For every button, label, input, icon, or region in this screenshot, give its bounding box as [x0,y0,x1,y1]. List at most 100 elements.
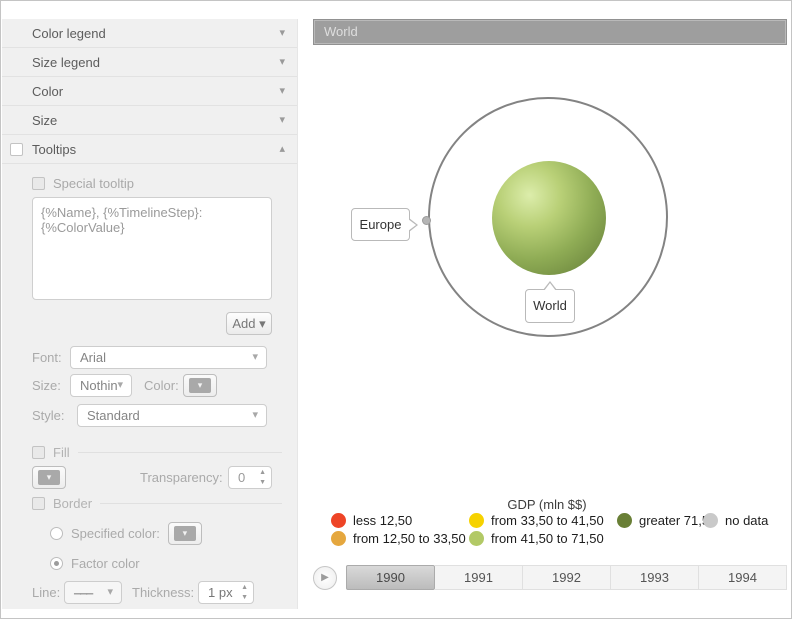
factor-color-row: Factor color [50,556,140,571]
specified-color-label: Specified color: [71,526,160,541]
accordion-tooltips[interactable]: Tooltips ▴ [2,135,297,164]
chevron-down-icon: ▾ [107,586,113,598]
timeline-year-1993[interactable]: 1993 [611,565,699,590]
accordion-size[interactable]: Size ▾ [2,106,297,135]
fill-color-picker-button[interactable]: ▾ [32,466,66,489]
accordion-size-legend[interactable]: Size legend ▾ [2,48,297,77]
legend-item: from 12,50 to 33,50 [331,530,466,546]
accordion-label: Color [32,84,64,99]
tooltip-template-input[interactable]: {%Name}, {%TimelineStep}: {%ColorValue} [32,197,272,300]
timeline-year-1990[interactable]: 1990 [346,565,435,590]
color-label: Color: [144,378,179,393]
world-bubble[interactable] [492,161,606,275]
tooltips-checkbox[interactable] [10,143,23,156]
thickness-label: Thickness: [132,585,195,600]
border-color-picker-button[interactable]: ▾ [167,522,202,545]
size-label: Size: [32,378,61,393]
line-style-select[interactable]: ─── ▾ [64,581,122,604]
special-tooltip-row: Special tooltip [32,176,134,191]
chevron-down-icon: ▾ [279,85,285,97]
border-label: Border [53,496,93,511]
legend-swatch-yellowgreen [469,530,484,546]
legend-swatch-yellow [469,512,484,528]
thickness-stepper[interactable]: 1 px ▲ ▼ [198,581,254,604]
stepper-arrows-icon[interactable]: ▲ ▼ [259,469,266,486]
accordion-color-legend[interactable]: Color legend ▾ [2,19,297,48]
chevron-down-icon: ▾ [252,351,258,363]
stepper-arrows-icon[interactable]: ▲ ▼ [241,584,248,601]
size-select[interactable]: Nothin ▾ [70,374,132,397]
transparency-label: Transparency: [140,470,223,485]
accordion-label: Size legend [32,55,100,70]
fill-section-header: Fill [32,445,282,460]
timeline-year-1991[interactable]: 1991 [435,565,523,590]
chevron-down-icon: ▾ [279,27,285,39]
style-label: Style: [32,408,65,423]
legend-item: from 41,50 to 71,50 [469,530,604,546]
accordion-color[interactable]: Color ▾ [2,77,297,106]
chevron-down-icon: ▾ [197,380,203,390]
legend-column: less 12,50 from 12,50 to 33,50 [331,512,466,546]
chevron-up-icon: ▴ [279,143,285,155]
chart-area: World Europe World GDP (mln $$) less 12,… [303,1,791,618]
font-label: Font: [32,350,62,365]
style-select[interactable]: Standard ▾ [77,404,267,427]
transparency-stepper[interactable]: 0 ▲ ▼ [228,466,272,489]
timeline-year-1992[interactable]: 1992 [523,565,611,590]
color-swatch: ▾ [38,470,60,485]
accordion-label: Color legend [32,26,106,41]
legend-swatch-darkgreen [617,512,632,528]
add-token-button[interactable]: Add ▾ [226,312,272,335]
timeline-play-button[interactable]: ▶ [313,566,337,590]
chart-title: World [324,24,358,39]
play-icon: ▶ [321,572,329,583]
border-checkbox[interactable] [32,497,45,510]
legend-swatch-orange [331,530,346,546]
line-label: Line: [32,585,61,600]
factor-color-radio[interactable] [50,557,63,570]
chevron-down-icon: ▾ [279,114,285,126]
border-section-header: Border [32,496,282,511]
legend-item: no data [703,512,768,528]
factor-color-label: Factor color [71,556,140,571]
section-rule [100,503,282,504]
legend-title: GDP (mln $$) [507,497,587,512]
accordion-label: Size [32,113,58,128]
specified-color-radio[interactable] [50,527,63,540]
legend-item: from 33,50 to 41,50 [469,512,604,528]
font-color-picker-button[interactable]: ▾ [183,374,217,397]
font-select[interactable]: Arial ▾ [70,346,267,369]
line-sample-icon: ─── [74,589,93,600]
legend-swatch-red [331,512,346,528]
europe-callout-label: Europe [359,217,402,232]
chart-title-bar: World [313,19,787,45]
fill-checkbox[interactable] [32,446,45,459]
europe-callout[interactable]: Europe [351,208,418,241]
color-swatch: ▾ [173,526,196,541]
legend-item: greater 71,50 [617,512,716,528]
legend-swatch-gray [703,512,718,528]
chevron-down-icon: ▾ [117,379,123,391]
chevron-down-icon: ▾ [279,56,285,68]
chevron-down-icon: ▾ [252,409,258,421]
world-callout[interactable]: World [525,281,575,323]
legend-column: greater 71,50 [617,512,716,528]
timeline-year-1994[interactable]: 1994 [699,565,787,590]
specified-color-row: Specified color: ▾ [50,522,202,545]
legend-column: no data [703,512,768,528]
chevron-down-icon: ▾ [46,472,52,482]
accordion-label: Tooltips [32,142,77,157]
timeline: 1990 1991 1992 1993 1994 [346,565,787,590]
chevron-down-icon: ▾ [259,316,266,331]
fill-label: Fill [53,445,70,460]
settings-sidebar: Color legend ▾ Size legend ▾ Color ▾ Siz… [2,19,298,609]
europe-anchor-point[interactable] [422,216,431,225]
special-tooltip-label: Special tooltip [53,176,134,191]
legend-item: less 12,50 [331,512,466,528]
section-rule [77,452,282,453]
color-swatch: ▾ [189,378,211,393]
special-tooltip-checkbox[interactable] [32,177,45,190]
legend-column: from 33,50 to 41,50 from 41,50 to 71,50 [469,512,604,546]
chevron-down-icon: ▾ [182,528,188,538]
